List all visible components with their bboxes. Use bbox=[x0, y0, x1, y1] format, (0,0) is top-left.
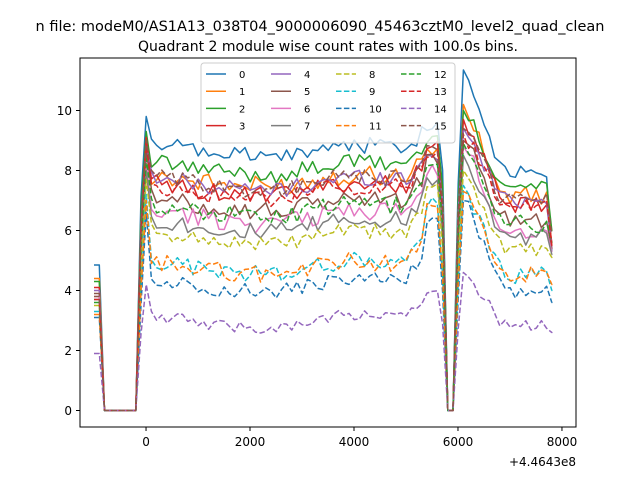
y-tick-label: 0 bbox=[64, 404, 72, 418]
x-tick-label: 0 bbox=[142, 435, 150, 449]
legend-label-14: 14 bbox=[434, 104, 447, 115]
legend-label-9: 9 bbox=[369, 87, 375, 98]
series-line-0 bbox=[94, 69, 553, 412]
legend-label-11: 11 bbox=[369, 122, 382, 133]
x-tick-label: 4000 bbox=[339, 435, 370, 449]
series-line-7 bbox=[94, 154, 553, 412]
axis-ticks: 0 2000 4000 6000 8000 0 2 4 6 8 10 bbox=[57, 104, 578, 449]
x-offset-text: +4.4643e8 bbox=[509, 455, 576, 469]
legend-label-15: 15 bbox=[434, 122, 447, 133]
axes-frame bbox=[79, 57, 577, 428]
legend-label-13: 13 bbox=[434, 87, 447, 98]
figure-suptitle: n file: modeM0/AS1A13_038T04_9000006090_… bbox=[36, 19, 605, 35]
x-tick-label: 6000 bbox=[443, 435, 474, 449]
y-tick-label: 2 bbox=[64, 344, 72, 358]
legend-label-1: 1 bbox=[239, 87, 245, 98]
series-line-10 bbox=[94, 199, 553, 412]
y-tick-label: 6 bbox=[64, 224, 72, 238]
y-tick-label: 4 bbox=[64, 284, 72, 298]
legend-box bbox=[200, 62, 456, 144]
legend-label-10: 10 bbox=[369, 104, 382, 115]
legend-label-4: 4 bbox=[304, 70, 310, 81]
x-tick-label: 2000 bbox=[235, 435, 266, 449]
series-line-12 bbox=[94, 142, 553, 412]
legend-label-2: 2 bbox=[239, 104, 245, 115]
series-line-9 bbox=[94, 184, 553, 412]
legend-label-7: 7 bbox=[304, 122, 310, 133]
series-line-11 bbox=[94, 190, 553, 412]
series-line-2 bbox=[94, 109, 553, 412]
legend-label-0: 0 bbox=[239, 70, 245, 81]
x-tick-label: 8000 bbox=[547, 435, 578, 449]
series-line-3 bbox=[94, 118, 553, 412]
series-line-4 bbox=[94, 127, 553, 412]
legend-label-5: 5 bbox=[304, 87, 310, 98]
plot-lines bbox=[94, 69, 553, 412]
series-line-13 bbox=[94, 133, 553, 412]
axes-title: Quadrant 2 module wise count rates with … bbox=[138, 39, 518, 55]
legend-label-8: 8 bbox=[369, 70, 375, 81]
series-line-14 bbox=[94, 271, 553, 412]
legend-label-3: 3 bbox=[239, 122, 245, 133]
y-tick-label: 8 bbox=[64, 164, 72, 178]
legend-label-6: 6 bbox=[304, 104, 310, 115]
legend-label-12: 12 bbox=[434, 70, 447, 81]
y-tick-label: 10 bbox=[57, 104, 72, 118]
series-line-8 bbox=[94, 169, 553, 412]
